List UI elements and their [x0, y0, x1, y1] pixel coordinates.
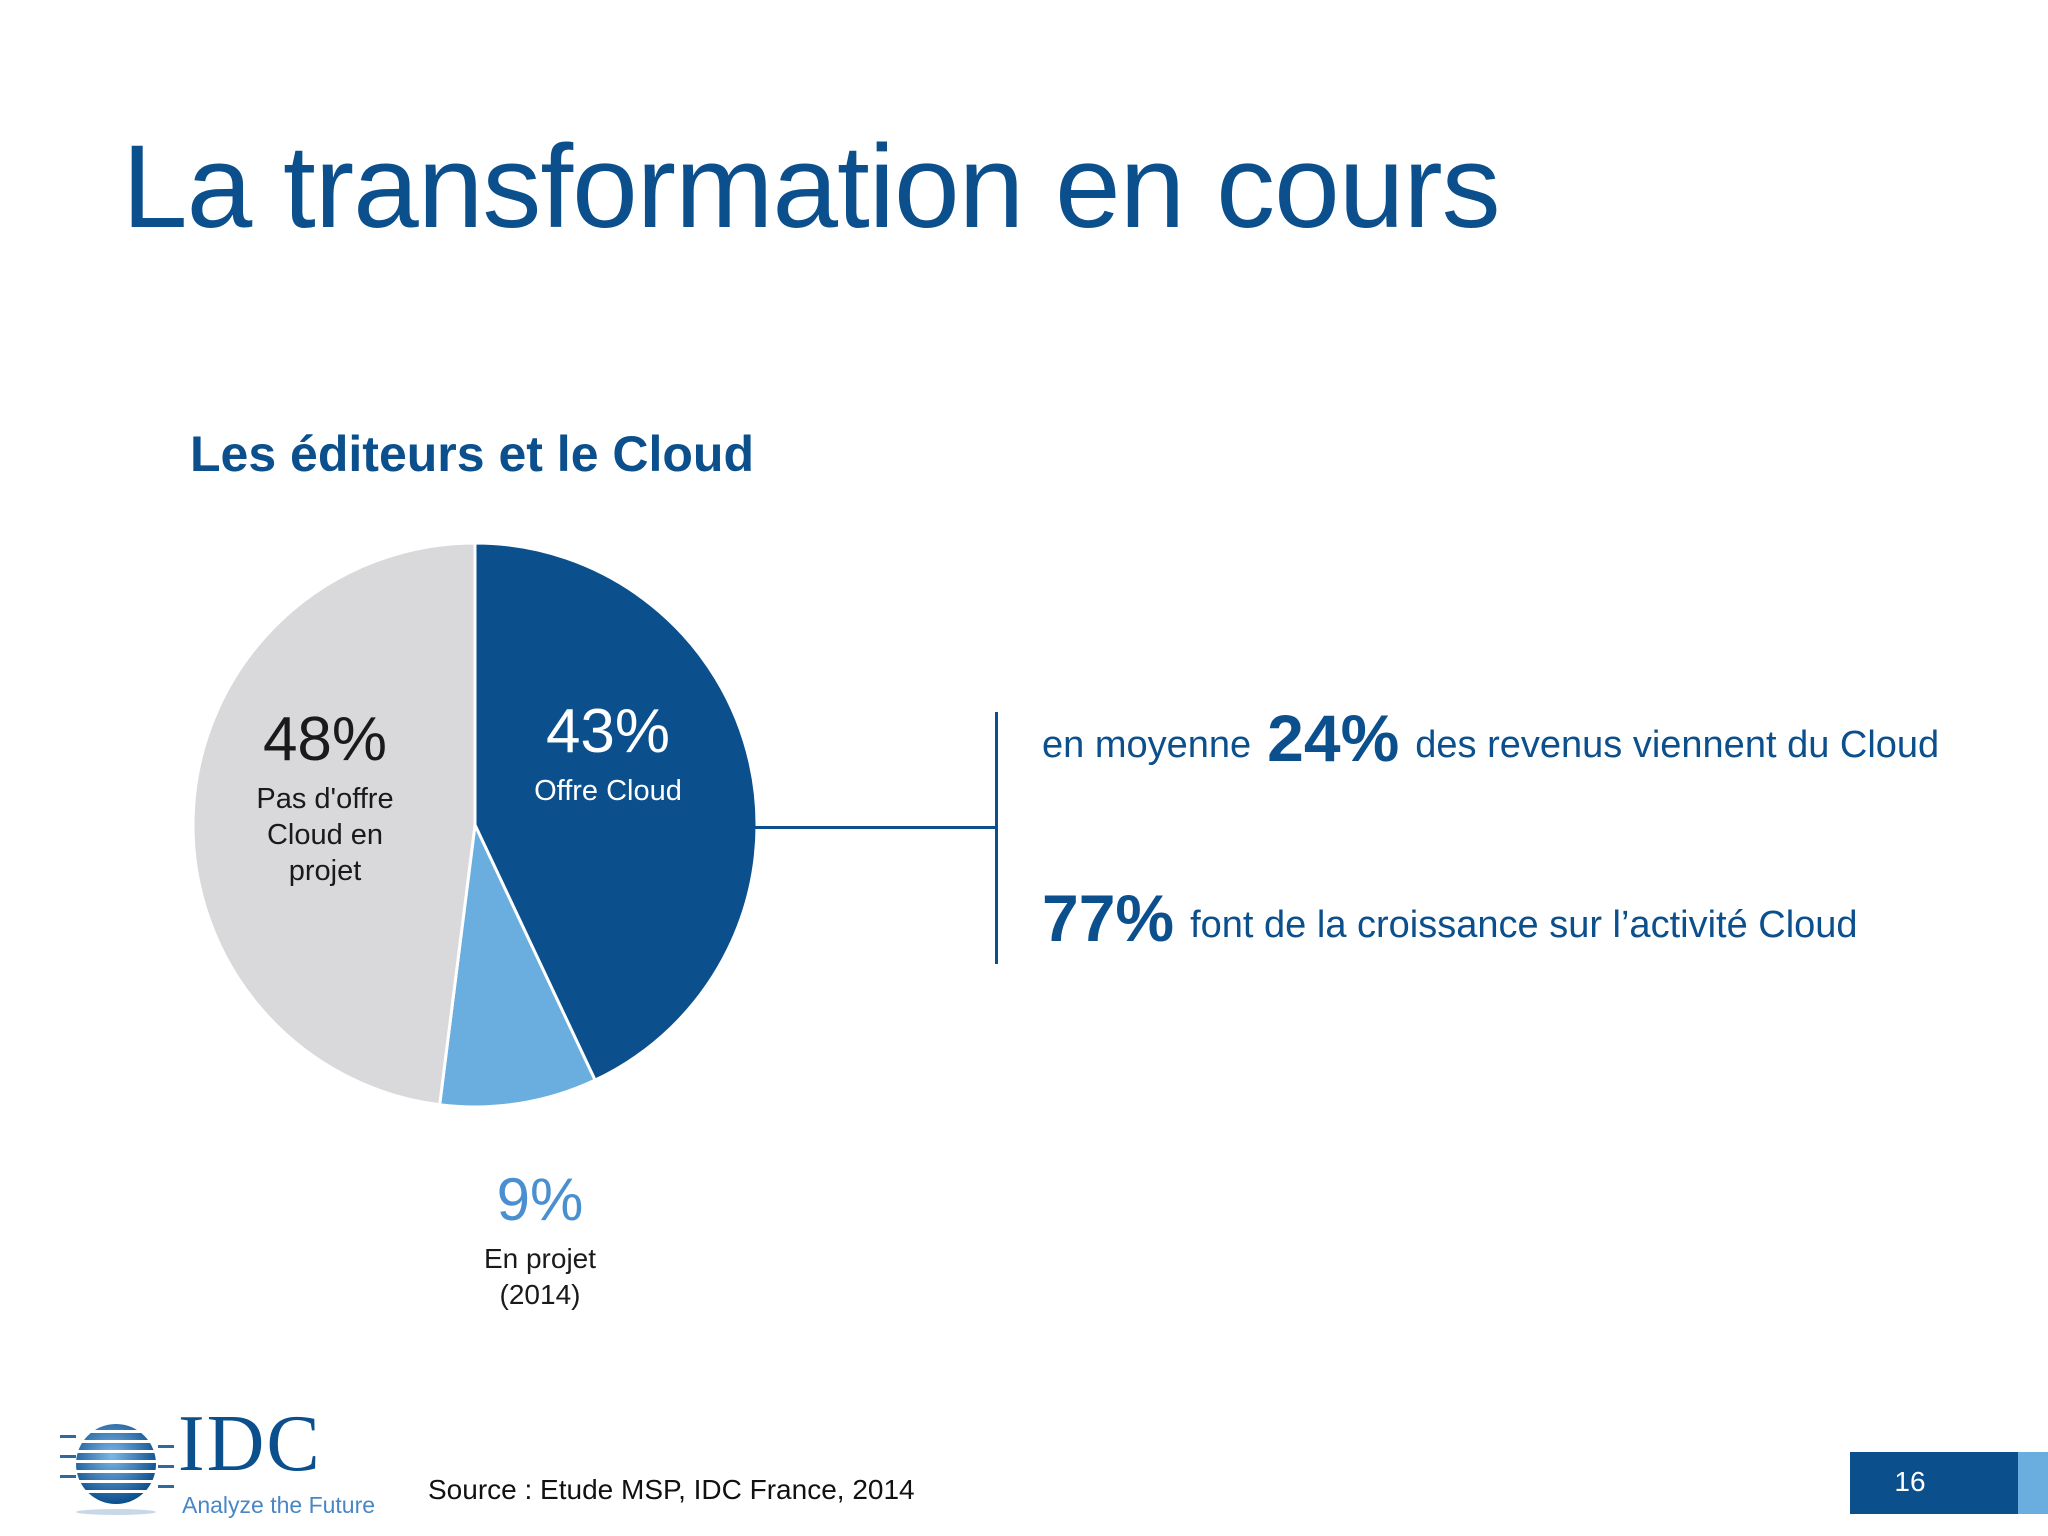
- pie-slice-pas-d-offre: [191, 541, 477, 1107]
- pie-label-value-offre-cloud: 43%: [546, 697, 670, 766]
- pie-slice-offre-cloud: [473, 541, 759, 1083]
- page-number-box: 16: [1850, 1452, 2018, 1514]
- pie-labels: 43% Offre Cloud 9% En projet (2014) 48% Pas d'…: [256, 697, 681, 1310]
- idc-logo: IDC Analyze the Future: [58, 1404, 378, 1520]
- logo-text: IDC: [178, 1400, 322, 1488]
- pie-slice-en-projet: [437, 819, 598, 1109]
- slide-title: La transformation en cours: [122, 121, 1501, 253]
- stat-revenue-prefix: en moyenne: [1042, 724, 1252, 766]
- pie-label-text-pas-d-offre: Pas d'offre: [256, 783, 393, 815]
- pie-label-value-pas-d-offre: 48%: [263, 705, 387, 774]
- stat-growth-value: 77%: [1042, 881, 1175, 955]
- pie-label-text-en-projet: (2014): [500, 1279, 581, 1310]
- pie-label-text-en-projet: En projet: [484, 1243, 596, 1274]
- connector-line: [750, 826, 998, 829]
- source-note: Source : Etude MSP, IDC France, 2014: [428, 1474, 915, 1505]
- pie-label-value-en-projet: 9%: [497, 1166, 584, 1233]
- stat-growth-suffix: font de la croissance sur l’activité Clo…: [1190, 904, 1858, 946]
- pie-chart: 43% Offre Cloud 9% En projet (2014) 48% Pas d'…: [191, 541, 759, 1310]
- pie-label-text-offre-cloud: Offre Cloud: [534, 775, 682, 807]
- stat-revenue: en moyenne 24% des revenus viennent du Clo…: [1042, 700, 1939, 776]
- page-number: 16: [1894, 1466, 1926, 1497]
- globe-icon: [58, 1424, 176, 1515]
- pie-label-text-pas-d-offre: Cloud en: [267, 819, 383, 851]
- chart-subtitle: Les éditeurs et le Cloud: [190, 426, 755, 482]
- stat-revenue-value: 24%: [1267, 701, 1400, 775]
- logo-tagline: Analyze the Future: [182, 1492, 376, 1518]
- pie-slices: [191, 541, 759, 1109]
- stat-growth: 77% font de la croissance sur l’activité …: [1042, 880, 1858, 956]
- page-number-accent: [2018, 1452, 2048, 1514]
- pie-label-text-pas-d-offre: projet: [289, 855, 362, 887]
- stat-revenue-suffix: des revenus viennent du Cloud: [1415, 724, 1940, 766]
- stats-bracket: [995, 712, 998, 964]
